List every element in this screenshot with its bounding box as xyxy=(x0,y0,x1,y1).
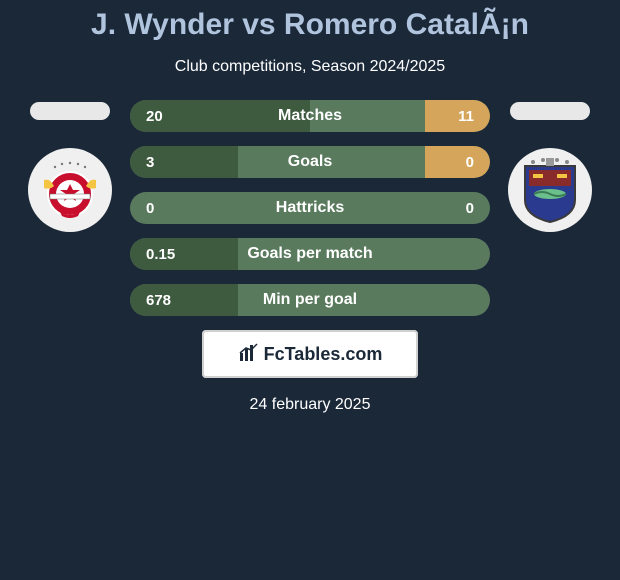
stat-bar: 0 0 Hattricks xyxy=(130,192,490,224)
root: J. Wynder vs Romero CatalÃ¡n Club compet… xyxy=(0,0,620,414)
stat-bar: 20 11 Matches xyxy=(130,100,490,132)
stat-bar: 678 Min per goal xyxy=(130,284,490,316)
left-pill xyxy=(30,102,110,120)
date-text: 24 february 2025 xyxy=(250,396,371,414)
stat-value-left: 678 xyxy=(146,292,171,309)
left-club-badge xyxy=(28,148,112,232)
stat-value-right: 11 xyxy=(458,108,474,125)
stat-value-left: 0 xyxy=(146,200,154,217)
benfica-crest-icon xyxy=(40,160,100,220)
stat-label: Matches xyxy=(278,107,342,125)
stat-label: Goals per match xyxy=(247,245,372,263)
stat-fill-right xyxy=(425,146,490,178)
right-col xyxy=(490,100,610,232)
stats-col: 20 11 Matches 3 0 Goals 0 0 Hattricks 0.15 Goals p… xyxy=(130,100,490,316)
stat-value-left: 20 xyxy=(146,108,163,125)
brand-text: FcTables.com xyxy=(264,344,383,365)
stat-bar: 0.15 Goals per match xyxy=(130,238,490,270)
stat-value-right: 0 xyxy=(466,200,474,217)
stat-value-left: 0.15 xyxy=(146,246,175,263)
right-club-badge xyxy=(508,148,592,232)
stat-label: Hattricks xyxy=(276,199,344,217)
stat-label: Goals xyxy=(288,153,332,171)
stat-value-left: 3 xyxy=(146,154,154,171)
page-subtitle: Club competitions, Season 2024/2025 xyxy=(175,58,445,76)
chart-icon xyxy=(238,341,260,368)
main-row: 20 11 Matches 3 0 Goals 0 0 Hattricks 0.15 Goals p… xyxy=(0,100,620,316)
right-pill xyxy=(510,102,590,120)
brand-box[interactable]: FcTables.com xyxy=(202,330,418,378)
left-col xyxy=(10,100,130,232)
chaves-crest-icon xyxy=(519,156,581,224)
stat-label: Min per goal xyxy=(263,291,357,309)
stat-value-right: 0 xyxy=(466,154,474,171)
page-title: J. Wynder vs Romero CatalÃ¡n xyxy=(91,8,529,42)
footer: FcTables.com 24 february 2025 xyxy=(202,330,418,414)
stat-bar: 3 0 Goals xyxy=(130,146,490,178)
